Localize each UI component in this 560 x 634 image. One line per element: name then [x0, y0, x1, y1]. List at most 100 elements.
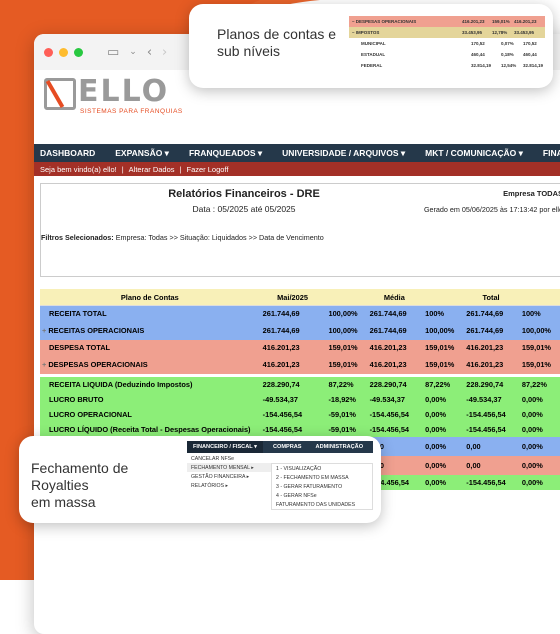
- back-icon[interactable]: ‹: [146, 44, 153, 60]
- feature-card-planos: Planos de contas e sub níveis – DESPESAS…: [189, 4, 553, 88]
- submenu-item[interactable]: FATURAMENTO DAS UNIDADES: [276, 501, 356, 508]
- mini-value: 12,78%: [492, 30, 508, 35]
- mini-value: 32.814,19: [471, 63, 492, 68]
- row-label-text: LUCRO LÍQUIDO (Receita Total - Despesas …: [49, 425, 251, 434]
- filters-value: Empresa: Todas >> Situação: Liquidados >…: [115, 233, 324, 242]
- nav-mkt[interactable]: MKT / COMUNICAÇÃO ▾: [425, 147, 523, 158]
- mini-table: – DESPESAS OPERACIONAIS 416.201,23 159,01%…: [349, 16, 545, 71]
- cell-value: 100,00%: [328, 309, 358, 318]
- cell-value: -18,92%: [328, 395, 356, 404]
- cell-value: 0,00: [466, 461, 481, 470]
- chevron-down-icon[interactable]: ⌄: [129, 47, 137, 57]
- nav-franqueados[interactable]: FRANQUEADOS ▾: [188, 147, 263, 158]
- table-row: RECEITA TOTAL 261.744,69 100,00% 261.744,69…: [40, 305, 560, 321]
- cell-value: 100,00%: [328, 326, 358, 335]
- logo-subtitle: SISTEMAS PARA FRANQUIAS: [80, 108, 183, 115]
- cell-value: -154.456,54: [466, 410, 506, 419]
- col-header: [325, 289, 367, 306]
- mini-label: FEDERAL: [361, 63, 383, 68]
- change-data-link[interactable]: Alterar Dados: [128, 164, 175, 174]
- submenu: 1 - VISUALIZAÇÃO 2 - FECHAMENTO EM MASSA…: [271, 463, 373, 510]
- menu-financeiro[interactable]: FINANCEIRO / FISCAL ▾: [187, 441, 263, 453]
- maximize-window-button[interactable]: [74, 47, 83, 57]
- menu-item[interactable]: GESTÃO FINANCEIRA ▸: [191, 473, 250, 480]
- feature-card-royalties: Fechamento de Royalties em massa FINANCE…: [19, 436, 381, 523]
- cell-value: -154.456,54: [262, 410, 303, 419]
- cell-value: 0,00%: [425, 410, 447, 419]
- cell-value: 416.201,23: [262, 360, 300, 369]
- cell-value: 87,22%: [521, 380, 547, 389]
- table-row: RECEITA LIQUIDA (Deduzindo Impostos) 228.…: [40, 377, 560, 392]
- mini-row: ESTADUAL 460,44 0,18% 460,44: [349, 49, 545, 60]
- mini-value: 12,54%: [501, 63, 517, 68]
- cell-value: -49.534,37: [262, 395, 298, 404]
- expand-icon[interactable]: +: [42, 360, 47, 369]
- cell-value: -154.456,54: [369, 425, 410, 434]
- row-label-text: RECEITA LIQUIDA (Deduzindo Impostos): [49, 380, 193, 389]
- cell-value: -49.534,37: [466, 395, 502, 404]
- mini-value: 170,52: [523, 41, 537, 46]
- logoff-link[interactable]: Fazer Logoff: [186, 164, 229, 174]
- submenu-item[interactable]: 3 - GERAR FATURAMENTO: [276, 483, 343, 490]
- cell-value: 0,00%: [425, 442, 447, 451]
- menu-compras[interactable]: COMPRAS: [272, 444, 302, 450]
- cell-value: 0,00%: [521, 395, 543, 404]
- cell-value: 100%: [521, 309, 541, 318]
- nav-universidade[interactable]: UNIVERSIDADE / ARQUIVOS ▾: [282, 147, 406, 158]
- table-row[interactable]: + RECEITAS OPERACIONAIS 261.744,69 100,00% 2…: [40, 321, 560, 340]
- sidebar-icon[interactable]: ▭: [107, 44, 120, 60]
- expand-icon[interactable]: +: [42, 326, 47, 335]
- cell-value: 0,00%: [425, 461, 447, 470]
- mini-row: – IMPOSTOS 33.453,95 12,78% 33.453,95: [349, 27, 545, 38]
- mini-value: 33.453,95: [514, 30, 535, 35]
- forward-icon[interactable]: ›: [162, 44, 168, 60]
- mini-label: – IMPOSTOS: [352, 30, 380, 35]
- row-label-text: RECEITAS OPERACIONAIS: [48, 326, 145, 335]
- cell-value: 416.201,23: [369, 343, 407, 352]
- cell-value: -154.456,54: [466, 425, 506, 434]
- cell-value: 0,00%: [425, 395, 447, 404]
- user-subbar: Seja bem vindo(a) ello! | Alterar Dados …: [34, 162, 560, 176]
- cell-value: 159,01%: [425, 343, 455, 352]
- cell-value: 100,00%: [425, 326, 455, 335]
- row-label-text: LUCRO OPERACIONAL: [49, 410, 132, 419]
- cell-value: 159,01%: [521, 343, 552, 352]
- row-label-text: DESPESAS OPERACIONAIS: [48, 360, 148, 369]
- col-header: Média: [366, 289, 423, 306]
- mini-value: 460,44: [471, 52, 485, 57]
- row-label-text: RECEITA TOTAL: [49, 309, 107, 318]
- minimize-window-button[interactable]: [59, 47, 68, 57]
- menu-item[interactable]: FECHAMENTO MENSAL ▸: [187, 463, 273, 472]
- logo-text: ELLO: [78, 74, 170, 109]
- nav-expansao[interactable]: EXPANSÃO ▾: [115, 147, 169, 158]
- nav-financeiro[interactable]: FINANCEIR: [542, 148, 560, 158]
- nav-dashboard[interactable]: DASHBOARD: [40, 148, 96, 158]
- caption-line: em massa: [31, 494, 96, 510]
- submenu-item[interactable]: 4 - GERAR NFSe: [276, 492, 317, 499]
- cell-value: 159,01%: [521, 360, 552, 369]
- row-label: LUCRO LÍQUIDO (Receita Total - Despesas …: [40, 422, 260, 437]
- menu-item[interactable]: CANCELAR NFSe: [191, 455, 234, 462]
- submenu-item[interactable]: 2 - FECHAMENTO EM MASSA: [276, 474, 349, 481]
- filters-label: Filtros Selecionados:: [41, 233, 114, 242]
- cell-value: -154.456,54: [369, 478, 410, 487]
- browser-window: ▭ ⌄ ‹ › ELLO SISTEMAS PARA FRANQUIAS DAS…: [34, 34, 560, 634]
- close-window-button[interactable]: [44, 47, 53, 57]
- caption-line: Fechamento de Royalties: [31, 460, 129, 493]
- welcome-text: Seja bem vindo(a) ello!: [40, 164, 117, 174]
- cell-value: 261.744,69: [369, 309, 407, 318]
- cell-value: 0,00%: [521, 410, 543, 419]
- menu-item[interactable]: RELATÓRIOS ▸: [191, 482, 229, 489]
- report-header: Relatórios Financeiros - DRE Data : 05/2…: [40, 183, 560, 277]
- row-label-text: LUCRO BRUTO: [49, 395, 104, 404]
- cell-value: 416.201,23: [262, 343, 300, 352]
- cell-value: 261.744,69: [466, 326, 504, 335]
- mini-value: 33.453,95: [462, 30, 483, 35]
- spacer-row: [40, 374, 560, 377]
- card-caption: Planos de contas e sub níveis: [217, 26, 337, 60]
- menu-administracao[interactable]: ADMINISTRAÇÃO: [315, 444, 364, 450]
- cell-value: 0,00%: [425, 478, 447, 487]
- table-row[interactable]: + DESPESAS OPERACIONAIS 416.201,23 159,01% 4…: [40, 355, 560, 374]
- caption-line: Planos de contas e: [217, 26, 337, 42]
- submenu-item[interactable]: 1 - VISUALIZAÇÃO: [276, 465, 322, 472]
